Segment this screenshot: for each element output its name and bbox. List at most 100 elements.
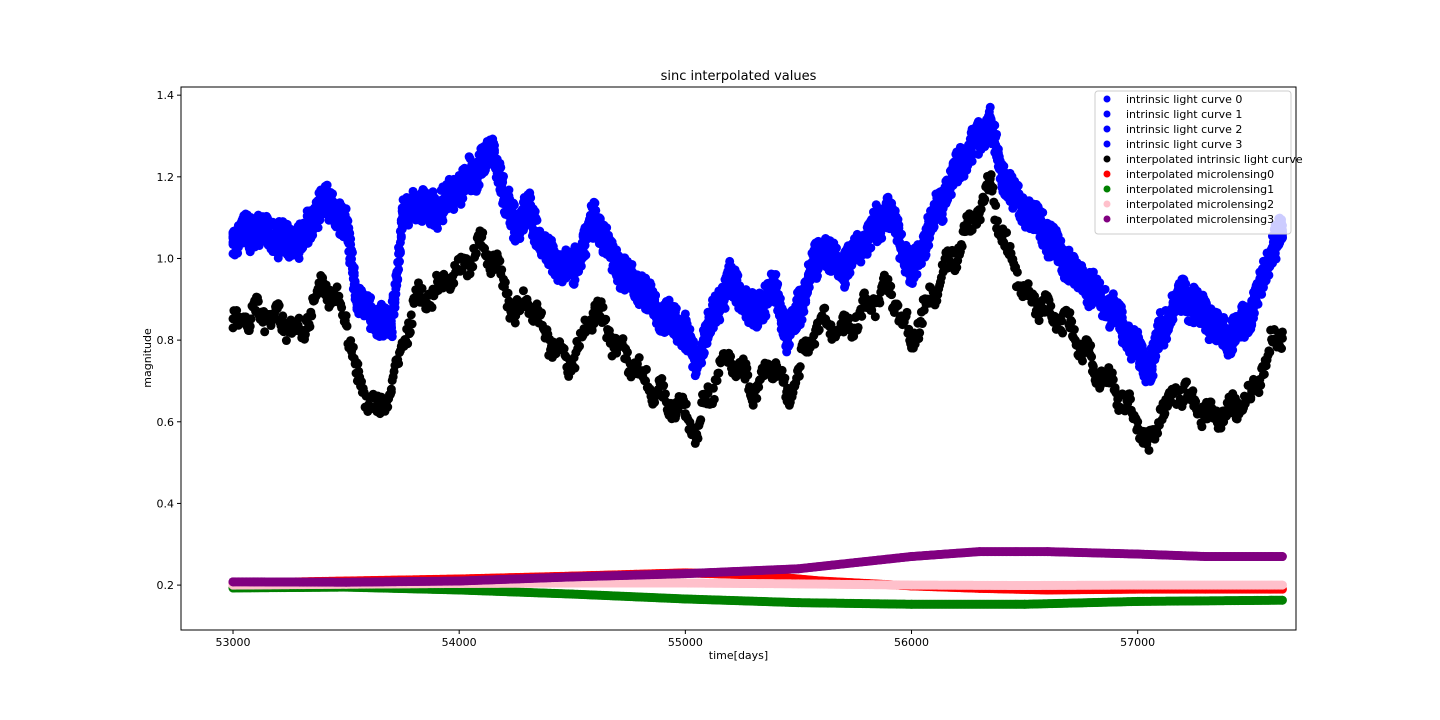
data-point [270, 240, 280, 250]
data-point [570, 275, 580, 285]
data-point [1263, 264, 1273, 274]
data-point [1164, 319, 1174, 329]
data-point [1211, 311, 1221, 321]
data-point [1202, 325, 1212, 335]
data-point [575, 258, 585, 268]
data-point [1031, 208, 1041, 218]
data-point [503, 202, 513, 212]
data-point [647, 295, 657, 305]
data-point [347, 254, 357, 264]
data-point [1130, 327, 1140, 337]
data-point [904, 244, 914, 254]
data-point [1257, 289, 1267, 299]
data-point [976, 144, 986, 154]
data-point [757, 306, 767, 316]
data-point [991, 141, 1001, 151]
data-point [524, 208, 534, 218]
data-point [496, 162, 506, 172]
data-point [698, 340, 708, 350]
data-point [488, 134, 498, 144]
data-point [394, 244, 404, 254]
data-point [1243, 322, 1253, 332]
data-point [606, 242, 616, 252]
data-point [1109, 295, 1119, 305]
data-point [727, 273, 737, 283]
data-point [395, 226, 405, 236]
data-point [246, 314, 256, 324]
data-point [382, 314, 392, 324]
data-point [745, 294, 755, 304]
data-point [527, 218, 537, 228]
data-point [349, 268, 359, 278]
data-point [343, 237, 353, 247]
data-point [990, 131, 1000, 141]
data-point [937, 209, 947, 219]
data-point [233, 242, 243, 252]
data-point [889, 213, 899, 223]
data-point [1231, 311, 1241, 321]
data-point [661, 300, 671, 310]
data-point [391, 281, 401, 291]
data-point [1045, 252, 1055, 262]
data-point [837, 272, 847, 282]
data-point [519, 193, 529, 203]
data-point [753, 321, 763, 331]
data-point [273, 253, 283, 263]
data-point [310, 213, 320, 223]
data-point [677, 341, 687, 351]
data-point [562, 252, 572, 262]
data-point [825, 240, 835, 250]
data-point [1088, 273, 1098, 283]
data-point [323, 194, 333, 204]
data-point [356, 285, 366, 295]
data-point [693, 361, 703, 371]
data-point [474, 180, 484, 190]
data-point [771, 286, 781, 296]
data-point [871, 200, 881, 210]
data-point [341, 224, 351, 234]
data-point [912, 269, 922, 279]
data-point [1005, 168, 1015, 178]
data-point [994, 160, 1004, 170]
data-point [685, 331, 695, 341]
data-point [386, 323, 396, 333]
data-point [392, 267, 402, 277]
data-point [1191, 285, 1201, 295]
data-point [616, 283, 626, 293]
data-point [812, 273, 822, 283]
data-point [796, 304, 806, 314]
data-point [799, 294, 809, 304]
data-point [1155, 307, 1165, 317]
data-point [668, 317, 678, 327]
data-point [812, 265, 822, 275]
data-point [308, 230, 318, 240]
data-point [768, 270, 778, 280]
data-point [916, 259, 926, 269]
data-point [552, 268, 562, 278]
data-point [920, 241, 930, 251]
data-point [256, 213, 266, 223]
data-point [682, 319, 692, 329]
data-point [510, 236, 520, 246]
data-point [716, 305, 726, 315]
data-point [274, 301, 284, 311]
data-point [590, 198, 600, 208]
data-point [253, 296, 263, 306]
data-point [412, 210, 422, 220]
data-point [1012, 189, 1022, 199]
data-point [431, 214, 441, 224]
data-point [537, 232, 547, 242]
data-point [284, 252, 294, 262]
series-layer [228, 102, 1287, 609]
data-point [449, 204, 459, 214]
data-point [340, 210, 350, 220]
data-point [390, 294, 400, 304]
data-point [264, 231, 274, 241]
data-point [1223, 346, 1233, 356]
data-point [1176, 280, 1186, 290]
data-point [940, 198, 950, 208]
data-point [712, 316, 722, 326]
data-point [1246, 311, 1256, 321]
data-point [985, 102, 995, 112]
